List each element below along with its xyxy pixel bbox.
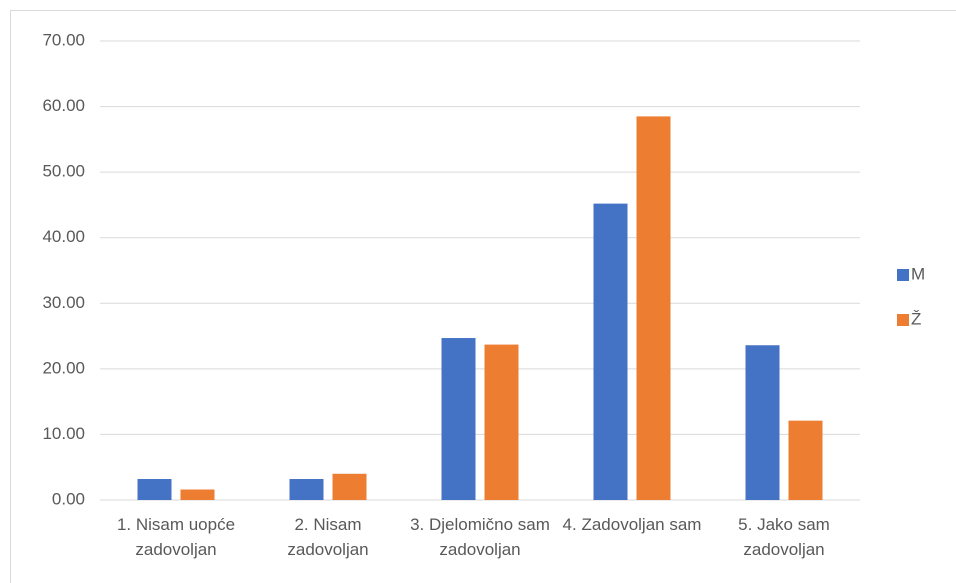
bar (441, 338, 476, 500)
y-tick-label: 30.00 (42, 293, 85, 312)
bar (593, 203, 628, 501)
x-tick-label: 2. Nisam zadovoljan (287, 515, 369, 559)
bar (636, 116, 671, 501)
bar (484, 344, 519, 500)
x-tick-label: 3. Djelomično sam zadovoljan (410, 515, 550, 559)
bar (788, 420, 823, 500)
y-tick-label: 0.00 (52, 489, 85, 508)
x-tick-label: 5. Jako sam zadovoljan (738, 515, 830, 559)
y-tick-label: 70.00 (42, 30, 85, 49)
y-tick-label: 40.00 (42, 227, 85, 246)
x-tick-label: 4. Zadovoljan sam (562, 515, 702, 534)
x-tick-label: 1. Nisam uopće zadovoljan (116, 515, 236, 559)
bar (180, 489, 215, 500)
legend-swatch (897, 314, 909, 326)
bar (289, 479, 324, 500)
y-tick-label: 50.00 (42, 162, 85, 181)
y-tick-label: 10.00 (42, 424, 85, 443)
y-tick-label: 20.00 (42, 358, 85, 377)
legend-label: Ž (911, 309, 921, 328)
legend-swatch (897, 269, 909, 281)
chart-border (10, 10, 956, 583)
legend-label: M (911, 264, 925, 283)
bar (332, 473, 367, 500)
bar (137, 479, 172, 500)
y-tick-label: 60.00 (42, 96, 85, 115)
bar (745, 345, 780, 500)
